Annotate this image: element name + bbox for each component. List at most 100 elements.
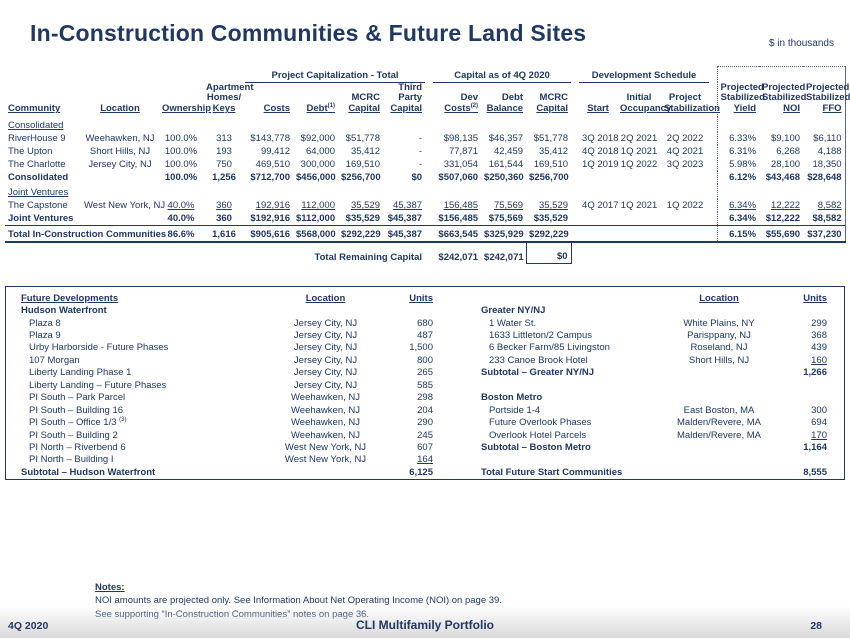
table-cell: RiverHouse 9	[8, 133, 66, 145]
footer: 4Q 2020 CLI Multifamily Portfolio 28	[0, 616, 850, 632]
table-cell	[663, 392, 775, 404]
table-cell: 1Q 2022	[620, 159, 658, 171]
table-cell	[571, 145, 579, 158]
table-cell: Location	[699, 292, 739, 304]
table-cell	[709, 145, 717, 158]
table-cell	[709, 132, 717, 145]
table-cell: 1Q 2022	[666, 200, 704, 212]
data-row: PI North – Building I West New York, NJ 16…	[18, 454, 436, 466]
table-cell: Plaza 8	[29, 317, 61, 329]
table-cell: Weehawken, NJ	[291, 404, 360, 416]
table-cell: 6.12%	[716, 171, 760, 185]
total-row: Total Future Start Communities 8,555	[478, 466, 830, 478]
table-cell: Subtotal – Greater NY/NJ	[481, 367, 594, 379]
section-row: Boston Metro	[478, 392, 830, 404]
table-cell: 360	[216, 213, 232, 225]
table-cell	[159, 117, 717, 132]
table-cell	[425, 212, 433, 226]
data-row: PI South – Building 2 Weehawken, NJ 245	[18, 429, 436, 441]
table-cell: $250,360	[484, 172, 524, 184]
table-cell: The Upton	[8, 146, 53, 158]
table-cell	[81, 171, 159, 184]
table-cell: 1Q 2021	[620, 146, 658, 158]
table-cell: Community	[8, 103, 61, 115]
table-cell: 8,555	[803, 466, 827, 478]
table-cell: The Charlotte	[8, 159, 66, 171]
table-cell	[663, 454, 775, 466]
table-cell: 360	[216, 200, 232, 212]
table-cell: East Boston, MA	[683, 404, 755, 416]
table-cell: Jersey City, NJ	[88, 159, 152, 171]
table-cell	[663, 466, 775, 478]
table-cell: Jersey City, NJ	[293, 317, 358, 329]
table-cell: 6,268	[776, 146, 801, 158]
table-cell: $905,616	[245, 225, 293, 244]
table-cell: 64,000	[305, 146, 335, 158]
table-cell: Initial Occupancy	[620, 92, 672, 115]
future-developments-right-table: Location Units Greater NY/NJ 1 Water St. Whi…	[478, 292, 830, 479]
table-cell: 290	[417, 417, 433, 429]
bottom-shade	[0, 606, 850, 638]
table-cell	[579, 212, 617, 226]
table-cell	[709, 171, 717, 184]
total-row: Total In-Construction Communities 86.6% 1,…	[5, 225, 846, 244]
table-cell: Roseland, NJ	[690, 342, 748, 354]
data-row: PI South – Building 16 Weehawken, NJ 204	[18, 404, 436, 416]
table-cell	[478, 292, 663, 304]
table-cell: PI South – Building 16	[29, 404, 124, 416]
table-cell: $51,778	[345, 133, 380, 145]
table-cell: Projected Stabilized FFO	[803, 82, 850, 118]
table-cell: Jersey City, NJ	[293, 354, 358, 366]
table-cell: 12,222	[770, 200, 801, 212]
table-cell: PI South – Park Parcel	[29, 392, 126, 404]
table-cell: Overlook Hotel Parcels	[489, 429, 587, 441]
subtotal-row: Joint Ventures 40.0% 360 $192,916 $112,000 $3…	[5, 212, 846, 226]
table-cell	[617, 225, 662, 244]
table-cell	[478, 454, 663, 466]
data-row: Urby Harborside - Future Phases Jersey Ci…	[18, 342, 436, 354]
table-cell: $507,060	[438, 172, 479, 184]
table-cell: Jersey City, NJ	[293, 330, 358, 342]
subtotal-row: Subtotal – Boston Metro 1,164	[478, 441, 830, 453]
table-cell: 5.98%	[716, 158, 760, 172]
table-cell	[775, 304, 830, 316]
footer-title: CLI Multifamily Portfolio	[356, 618, 494, 632]
data-row: The Charlotte Jersey City, NJ 100.0% 750 469…	[5, 158, 846, 172]
table-cell: 45,387	[392, 200, 423, 212]
table-cell	[716, 66, 846, 82]
table-cell	[571, 242, 579, 264]
table-cell: $12,222	[765, 213, 801, 225]
table-cell: Liberty Landing – Future Phases	[29, 379, 167, 391]
table-cell: 192,916	[255, 200, 290, 212]
table-cell: Total Remaining Capital	[314, 251, 423, 263]
table-cell: Dev Costs(2)	[444, 92, 479, 115]
table-cell: West New York, NJ	[284, 454, 367, 466]
table-cell: 300	[811, 404, 827, 416]
table-cell: PI North – Riverbend 6	[29, 441, 126, 453]
table-cell: 35,412	[538, 146, 569, 158]
table-cell: 40.0%	[167, 200, 195, 212]
units-note: $ in thousands	[768, 38, 834, 49]
table-cell: 299	[811, 317, 827, 329]
table-cell: 368	[811, 330, 827, 342]
table-cell: Total In-Construction Communities	[5, 225, 166, 244]
table-cell: 3Q 2018	[582, 133, 619, 145]
table-cell: PI North – Building I	[29, 454, 114, 466]
table-cell: -	[418, 133, 423, 145]
table-cell: 1Q 2021	[620, 200, 658, 212]
table-cell: Boston Metro	[481, 392, 543, 404]
table-cell	[663, 441, 775, 453]
table-cell	[571, 212, 579, 226]
table-cell: 86.6%	[159, 225, 203, 244]
table-cell: 1633 Littleton/2 Campus	[489, 330, 592, 342]
section-row: Hudson Waterfront	[18, 304, 436, 316]
table-cell: Jersey City, NJ	[293, 367, 358, 379]
table-cell: MCRC Capital	[536, 92, 569, 115]
data-row: Portside 1-4 East Boston, MA 300	[478, 404, 830, 416]
table-cell: 100.0%	[164, 146, 198, 158]
table-cell: 204	[417, 404, 433, 416]
table-cell	[159, 184, 717, 199]
table-cell: $45,387	[383, 225, 426, 244]
subtotal-row: Consolidated 100.0% 1,256 $712,700 $456,000 $…	[5, 171, 846, 185]
table-cell	[571, 199, 579, 212]
